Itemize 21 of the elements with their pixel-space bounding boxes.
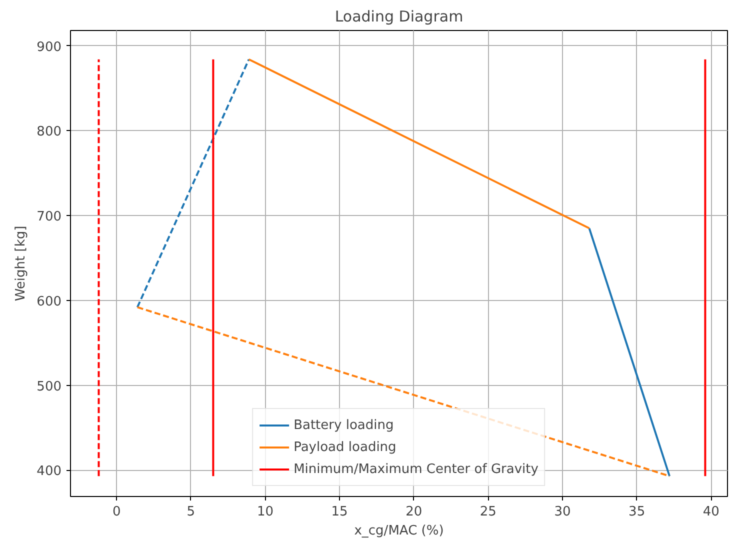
x-axis-title: x_cg/MAC (%) [354,524,444,538]
x-tick-label: 25 [480,504,496,520]
x-tick-label: 35 [628,504,646,520]
x-tick-label: 15 [331,504,348,520]
chart-title: Loading Diagram [334,8,464,26]
y-tick-label: 400 [36,464,62,480]
y-tick-label: 500 [36,379,62,394]
x-tick-label: 5 [186,504,196,520]
y-axis-title: Weight [kg] [14,226,29,302]
x-tick-label: 0 [112,504,121,520]
y-tick-label: 800 [36,124,62,140]
x-tick-label: 20 [406,504,422,520]
y-tick-label: 700 [36,210,62,225]
legend-label: Payload loading [294,440,396,454]
y-tick-label: 600 [36,294,62,310]
x-tick-label: 30 [554,504,571,520]
x-tick-label: 40 [702,504,720,520]
legend-label: Minimum/Maximum Center of Gravity [294,462,538,476]
x-tick-label: 10 [256,504,274,520]
legend-label: Battery loading [294,418,394,432]
y-tick-label: 900 [36,40,62,55]
